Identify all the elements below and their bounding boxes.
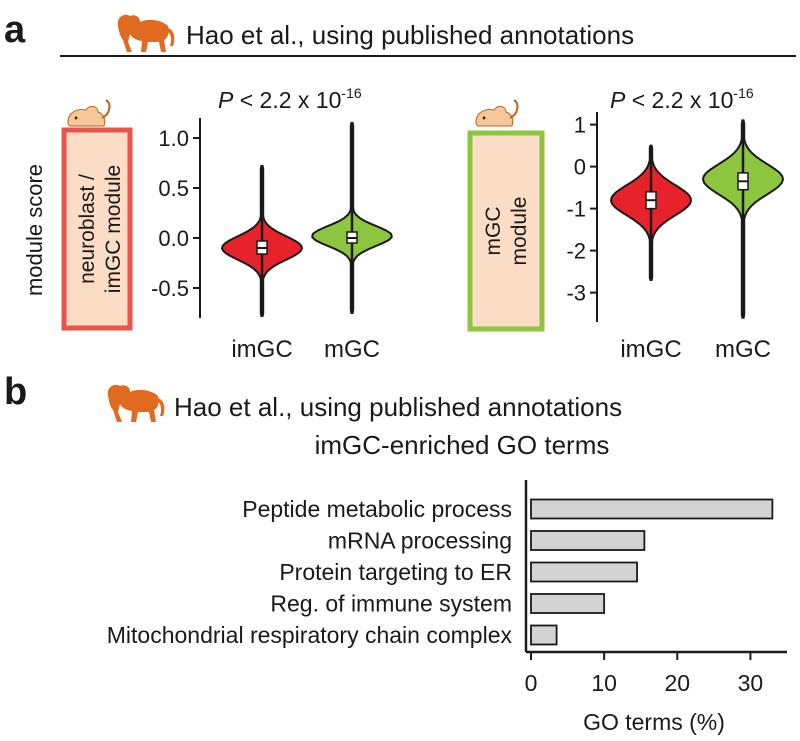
x-tick-label: 30 <box>738 670 764 696</box>
mouse-icon <box>67 99 111 127</box>
right-module-label-line2: module <box>508 197 531 266</box>
p-value-left: P < 2.2 x 10-16 <box>218 85 362 113</box>
monkey-icon <box>117 14 175 52</box>
bar <box>530 593 606 614</box>
x-category-label: imGC <box>231 336 292 363</box>
bar <box>530 624 558 646</box>
y-tick-label: 0.5 <box>158 176 189 201</box>
category-label: mRNA processing <box>328 528 512 554</box>
go-terms-bar-chart: 0 10 20 30 GO terms (%) Peptide metabolic pro… <box>107 480 787 735</box>
x-category-label: imGC <box>620 336 681 363</box>
p-value-left-exp: -16 <box>341 85 361 101</box>
y-tick-label: 1.0 <box>158 126 189 151</box>
y-tick-label: -0.5 <box>151 276 189 301</box>
right-module-box <box>467 130 545 332</box>
violin-plot-right: -3 -2 -1 0 1 imGC mGC <box>566 112 785 363</box>
p-value-left-symbol: P <box>218 87 234 113</box>
p-value-right: P < 2.2 x 10-16 <box>610 85 754 113</box>
y-tick-label: 1 <box>574 113 586 138</box>
x-tick-label: 10 <box>591 670 617 696</box>
p-value-right-text: < 2.2 x 10 <box>625 87 733 113</box>
p-value-right-symbol: P <box>610 87 626 113</box>
category-label: Protein targeting to ER <box>279 559 512 585</box>
bar <box>530 530 646 551</box>
panel-b-header-line2: imGC-enriched GO terms <box>315 430 610 460</box>
panel-b-letter: b <box>4 371 27 413</box>
panel-a-header: Hao et al., using published annotations <box>186 20 634 50</box>
category-label: Reg. of immune system <box>270 591 512 617</box>
panel-b-header-line1: Hao et al., using published annotations <box>174 392 622 422</box>
monkey-icon <box>107 384 165 422</box>
y-tick-label: 0.0 <box>158 226 189 251</box>
bar <box>530 498 774 520</box>
x-tick-label: 0 <box>525 670 538 696</box>
left-module-label-line1: neuroblast / <box>76 174 99 284</box>
y-tick-label: -1 <box>566 197 586 222</box>
mouse-icon <box>475 99 519 127</box>
y-tick-label: -2 <box>566 239 586 264</box>
violin-plot-left: -0.5 0.0 0.5 1.0 imGC mGC <box>151 118 393 363</box>
bar <box>530 561 638 583</box>
x-category-label: mGC <box>715 336 771 363</box>
y-axis-label: module score <box>22 164 47 296</box>
p-value-left-text: < 2.2 x 10 <box>233 87 341 113</box>
y-tick-label: -3 <box>566 281 586 306</box>
panel-a-letter: a <box>4 9 26 51</box>
p-value-right-exp: -16 <box>733 85 753 101</box>
category-label: Peptide metabolic process <box>242 496 512 522</box>
x-category-label: mGC <box>324 336 380 363</box>
x-tick-label: 20 <box>664 670 690 696</box>
left-module-label-line2: imGC module <box>102 165 125 293</box>
category-label: Mitochondrial respiratory chain complex <box>107 622 513 648</box>
left-module-box <box>61 127 133 331</box>
y-tick-label: 0 <box>574 155 586 180</box>
right-module-label-line1: mGC <box>482 207 505 256</box>
x-axis-label: GO terms (%) <box>583 709 725 735</box>
